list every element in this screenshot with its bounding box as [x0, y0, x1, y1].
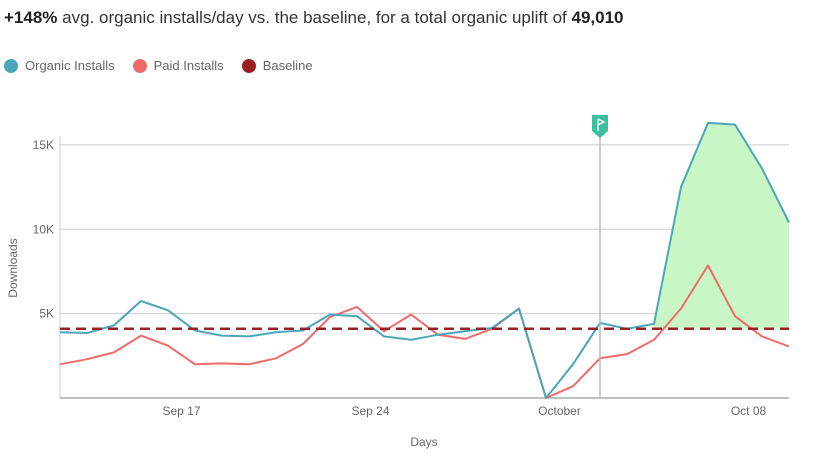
series-line-paid: [59, 264, 790, 399]
legend-marker-organic: [4, 58, 18, 73]
legend-marker-paid: [132, 58, 147, 73]
y-tick-label: 5K: [39, 307, 54, 321]
x-tick-label: Sep 17: [162, 404, 200, 418]
uplift-fill-area: [654, 122, 789, 329]
y-axis-title: Downloads: [6, 238, 20, 297]
legend-item-organic[interactable]: Organic Installs: [4, 58, 115, 73]
y-tick-labels: 5K 10K 15K: [33, 138, 54, 321]
series-lines: [59, 121, 790, 399]
headline: +148% avg. organic installs/day vs. the …: [4, 8, 623, 28]
uplift-area: [654, 122, 789, 329]
x-tick-label: Sep 24: [351, 404, 389, 418]
legend-item-baseline[interactable]: Baseline: [241, 58, 313, 73]
headline-text: avg. organic installs/day vs. the baseli…: [57, 8, 572, 27]
legend-label-baseline: Baseline: [262, 58, 313, 73]
x-tick-label: October: [538, 404, 581, 418]
x-tick-labels: Sep 17 Sep 24 October Oct 08: [162, 404, 766, 418]
y-tick-label: 10K: [33, 222, 54, 236]
flag-icon: [597, 118, 606, 131]
total-uplift: 49,010: [571, 8, 624, 27]
uplift-percent: +148%: [4, 8, 58, 27]
event-flag-badge: [592, 115, 608, 138]
series-line-organic: [59, 121, 790, 399]
legend-label-organic: Organic Installs: [25, 58, 115, 73]
legend-label-paid: Paid Installs: [153, 58, 224, 73]
legend-marker-baseline: [241, 58, 256, 73]
legend-item-paid[interactable]: Paid Installs: [132, 58, 224, 73]
x-axis-title: Days: [410, 435, 437, 449]
event-marker[interactable]: [592, 115, 608, 398]
y-tick-label: 15K: [33, 138, 54, 152]
legend: Organic Installs Paid Installs Baseline: [4, 58, 331, 73]
x-tick-label: Oct 08: [731, 404, 767, 418]
